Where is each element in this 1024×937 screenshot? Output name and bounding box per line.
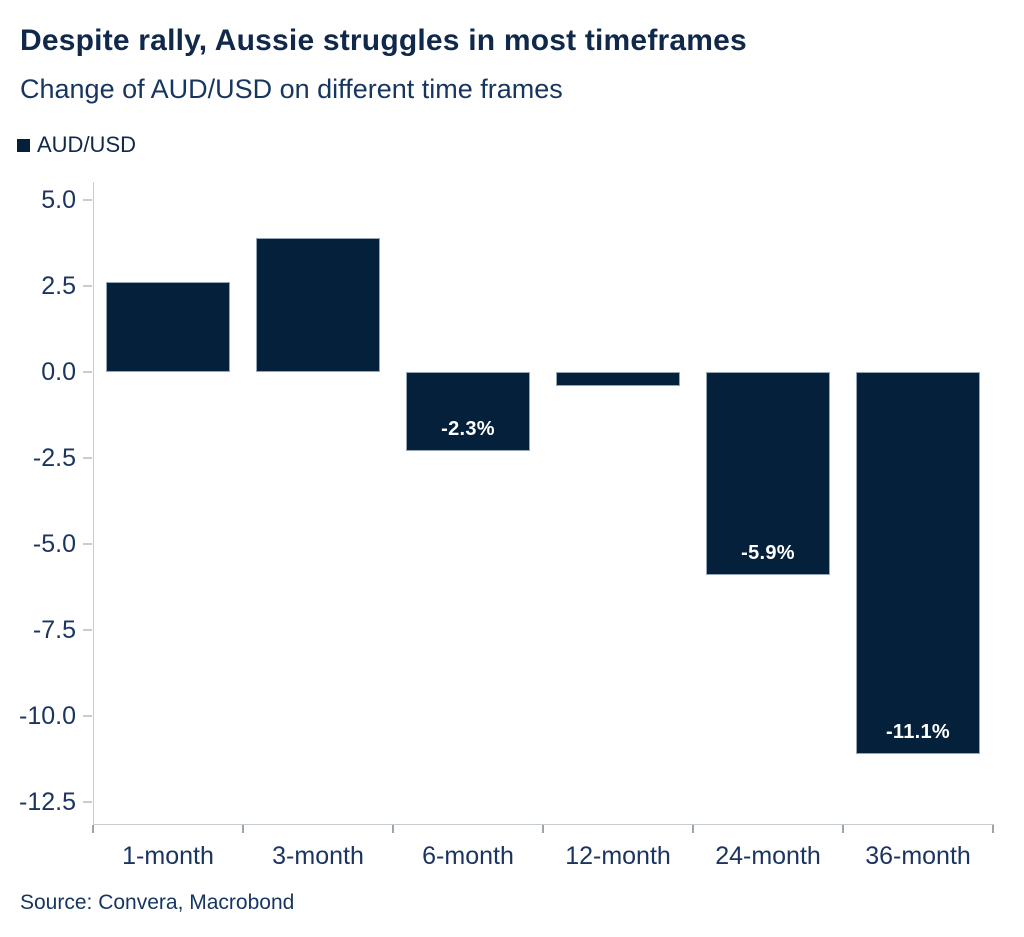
- bar: -5.9%: [706, 371, 830, 575]
- y-tick-mark: [83, 629, 92, 631]
- x-tick-label: 24-month: [715, 842, 821, 870]
- y-tick-label: -10.0: [19, 701, 76, 730]
- x-tick-mark: [542, 825, 544, 833]
- y-tick-label: -7.5: [32, 615, 76, 644]
- bar: [106, 282, 230, 372]
- chart-title: Despite rally, Aussie struggles in most …: [20, 24, 747, 57]
- plot-area: [93, 182, 994, 825]
- x-tick-mark: [992, 825, 994, 833]
- y-tick-label: 2.5: [41, 271, 76, 300]
- x-tick-mark: [392, 825, 394, 833]
- x-tick-label: 36-month: [865, 842, 971, 870]
- legend-swatch-icon: [17, 138, 30, 152]
- y-tick-mark: [83, 199, 92, 201]
- x-tick-label: 6-month: [422, 842, 514, 870]
- y-tick-mark: [83, 371, 92, 373]
- y-tick-label: -2.5: [32, 443, 76, 472]
- bar-data-label: -5.9%: [741, 541, 795, 564]
- legend-label: AUD/USD: [37, 132, 137, 157]
- chart-subtitle: Change of AUD/USD on different time fram…: [20, 74, 563, 104]
- source-note: Source: Convera, Macrobond: [20, 891, 295, 914]
- x-tick-mark: [842, 825, 844, 833]
- bar: [256, 237, 380, 372]
- bar: -2.3%: [406, 371, 530, 452]
- y-tick-label: 0.0: [41, 357, 76, 386]
- bar: [556, 371, 680, 386]
- y-tick-label: -12.5: [19, 787, 76, 816]
- x-tick-label: 1-month: [122, 842, 214, 870]
- y-tick-label: 5.0: [41, 185, 76, 214]
- y-tick-mark: [83, 801, 92, 803]
- x-tick-mark: [92, 825, 94, 833]
- y-tick-mark: [83, 543, 92, 545]
- bar-data-label: -11.1%: [885, 720, 951, 743]
- y-tick-mark: [83, 285, 92, 287]
- y-tick-mark: [83, 715, 92, 717]
- y-tick-label: -5.0: [32, 529, 76, 558]
- y-tick-mark: [83, 457, 92, 459]
- x-tick-mark: [242, 825, 244, 833]
- legend: AUD/USD: [17, 132, 136, 158]
- x-tick-label: 3-month: [272, 842, 364, 870]
- bar: -11.1%: [856, 371, 980, 754]
- x-tick-label: 12-month: [565, 842, 671, 870]
- x-tick-mark: [692, 825, 694, 833]
- bar-data-label: -2.3%: [441, 418, 495, 441]
